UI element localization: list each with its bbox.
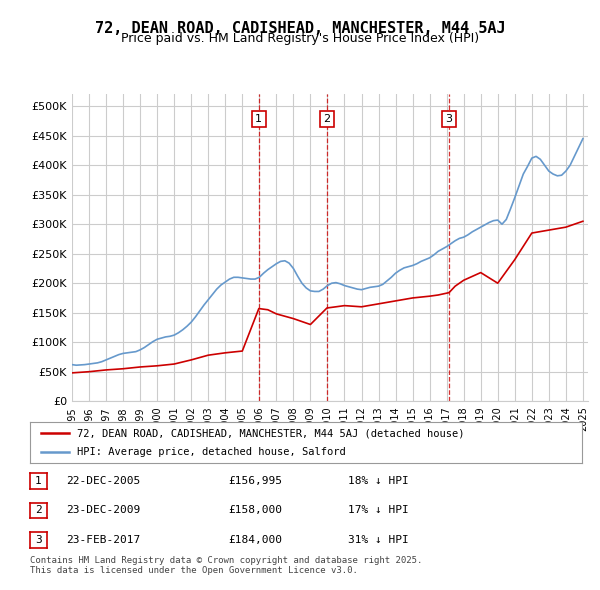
Text: 23-FEB-2017: 23-FEB-2017 (66, 535, 140, 545)
Text: 1: 1 (35, 476, 42, 486)
Text: 3: 3 (35, 535, 42, 545)
Text: 72, DEAN ROAD, CADISHEAD, MANCHESTER, M44 5AJ: 72, DEAN ROAD, CADISHEAD, MANCHESTER, M4… (95, 21, 505, 35)
Text: HPI: Average price, detached house, Salford: HPI: Average price, detached house, Salf… (77, 447, 346, 457)
Text: 1: 1 (256, 114, 262, 124)
Text: Price paid vs. HM Land Registry's House Price Index (HPI): Price paid vs. HM Land Registry's House … (121, 32, 479, 45)
Text: £184,000: £184,000 (228, 535, 282, 545)
Text: Contains HM Land Registry data © Crown copyright and database right 2025.
This d: Contains HM Land Registry data © Crown c… (30, 556, 422, 575)
Text: 18% ↓ HPI: 18% ↓ HPI (348, 476, 409, 486)
Text: 22-DEC-2005: 22-DEC-2005 (66, 476, 140, 486)
Text: 72, DEAN ROAD, CADISHEAD, MANCHESTER, M44 5AJ (detached house): 72, DEAN ROAD, CADISHEAD, MANCHESTER, M4… (77, 428, 464, 438)
Text: 2: 2 (35, 506, 42, 515)
Text: 31% ↓ HPI: 31% ↓ HPI (348, 535, 409, 545)
Text: 3: 3 (446, 114, 452, 124)
Text: 17% ↓ HPI: 17% ↓ HPI (348, 506, 409, 515)
Text: 23-DEC-2009: 23-DEC-2009 (66, 506, 140, 515)
Text: £156,995: £156,995 (228, 476, 282, 486)
Text: £158,000: £158,000 (228, 506, 282, 515)
Text: 2: 2 (323, 114, 331, 124)
